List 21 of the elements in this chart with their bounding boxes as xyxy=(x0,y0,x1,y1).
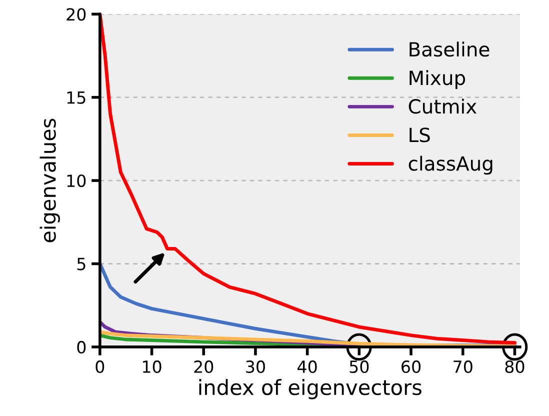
x-tick-label: 0 xyxy=(96,360,104,374)
y-tick-label: 15 xyxy=(67,92,86,104)
x-tick-label: 60 xyxy=(402,360,421,374)
y-tick-label: 0 xyxy=(77,340,86,354)
legend-label: LS xyxy=(410,128,430,142)
y-tick-label: 5 xyxy=(77,258,86,270)
x-tick-label: 70 xyxy=(454,360,472,374)
legend-label: Cutmix xyxy=(408,98,477,114)
x-axis-title: index of eigenvectors xyxy=(199,379,422,400)
y-tick-label: 10 xyxy=(67,174,86,188)
legend-label: Baseline xyxy=(410,42,490,57)
legend-label: Mixup xyxy=(410,70,466,89)
x-tick-label: 80 xyxy=(505,360,524,374)
y-tick-label: 20 xyxy=(66,8,86,21)
x-tick-label: 30 xyxy=(246,360,265,374)
x-tick-label: 50 xyxy=(350,360,369,374)
x-tick-label: 40 xyxy=(298,360,317,374)
x-tick-label: 10 xyxy=(142,360,162,374)
x-tick-label: 20 xyxy=(194,360,214,374)
y-axis-title: eigenvalues xyxy=(40,118,60,242)
legend-label: classAug xyxy=(408,156,492,175)
